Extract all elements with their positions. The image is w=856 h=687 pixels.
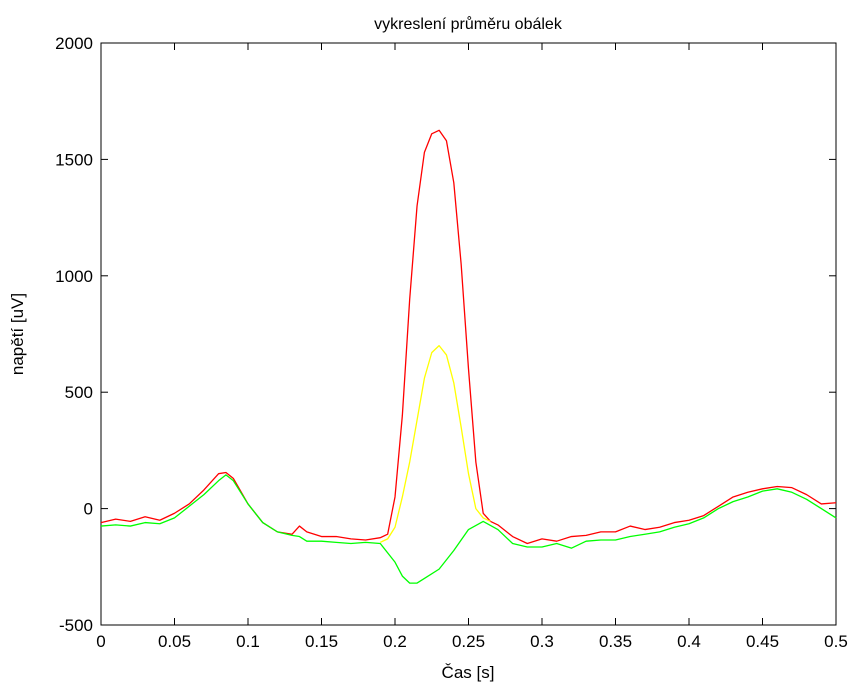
x-tick-label: 0.05: [158, 632, 191, 651]
x-tick-label: 0.45: [746, 632, 779, 651]
x-tick-label: 0.25: [452, 632, 485, 651]
x-axis-label: Čas [s]: [442, 663, 495, 682]
x-tick-label: 0: [96, 632, 105, 651]
x-tick-label: 0.1: [236, 632, 260, 651]
chart-title: vykreslení průměru obálek: [374, 15, 563, 33]
y-tick-label: 1500: [55, 150, 93, 169]
y-tick-label: 2000: [55, 34, 93, 53]
x-tick-label: 0.2: [383, 632, 407, 651]
x-tick-label: 0.5: [824, 632, 848, 651]
series-line-1: [380, 344, 491, 543]
series-line-2: [100, 474, 837, 584]
x-tick-label: 0.4: [677, 632, 701, 651]
y-tick-label: 1000: [55, 267, 93, 286]
ticks-layer: 0 0.05 0.1 0.15 0.2 0.25 0.3 0.35 0.4 0.45 0.5 -500…: [55, 34, 848, 651]
x-tick-label: 0.3: [530, 632, 554, 651]
y-tick-label: 500: [65, 383, 93, 402]
y-axis-label: napětí [uV]: [8, 293, 27, 375]
x-tick-label: 0.15: [305, 632, 338, 651]
series-line-0: [100, 129, 837, 545]
y-tick-label: -500: [59, 616, 93, 635]
y-tick-label: 0: [84, 500, 93, 519]
plot-area: [100, 42, 837, 626]
series-layer: [100, 129, 837, 584]
x-tick-label: 0.35: [599, 632, 632, 651]
